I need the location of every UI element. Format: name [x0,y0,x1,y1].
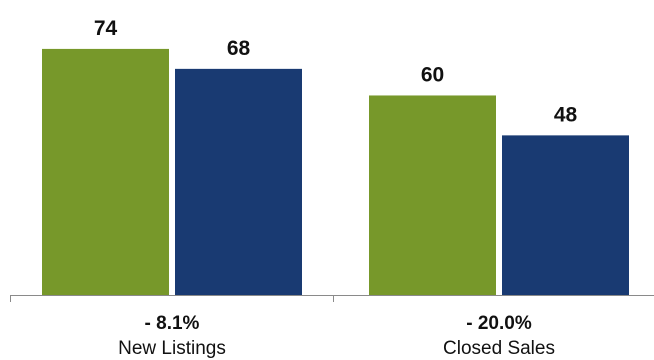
data-label: 60 [421,63,444,86]
percent-change-label: - 20.0% [466,313,532,334]
category-label: New Listings [118,338,226,359]
data-label: 68 [227,37,251,60]
data-label: 48 [554,103,578,126]
bar-closed-sales-series1 [369,95,496,295]
data-label: 74 [94,17,118,40]
percent-change-label: - 8.1% [145,313,200,334]
category-label: Closed Sales [443,338,555,359]
bar-new-listings-series2 [175,68,302,295]
bar-closed-sales-series2 [502,135,629,295]
bar-new-listings-series1 [42,48,169,295]
